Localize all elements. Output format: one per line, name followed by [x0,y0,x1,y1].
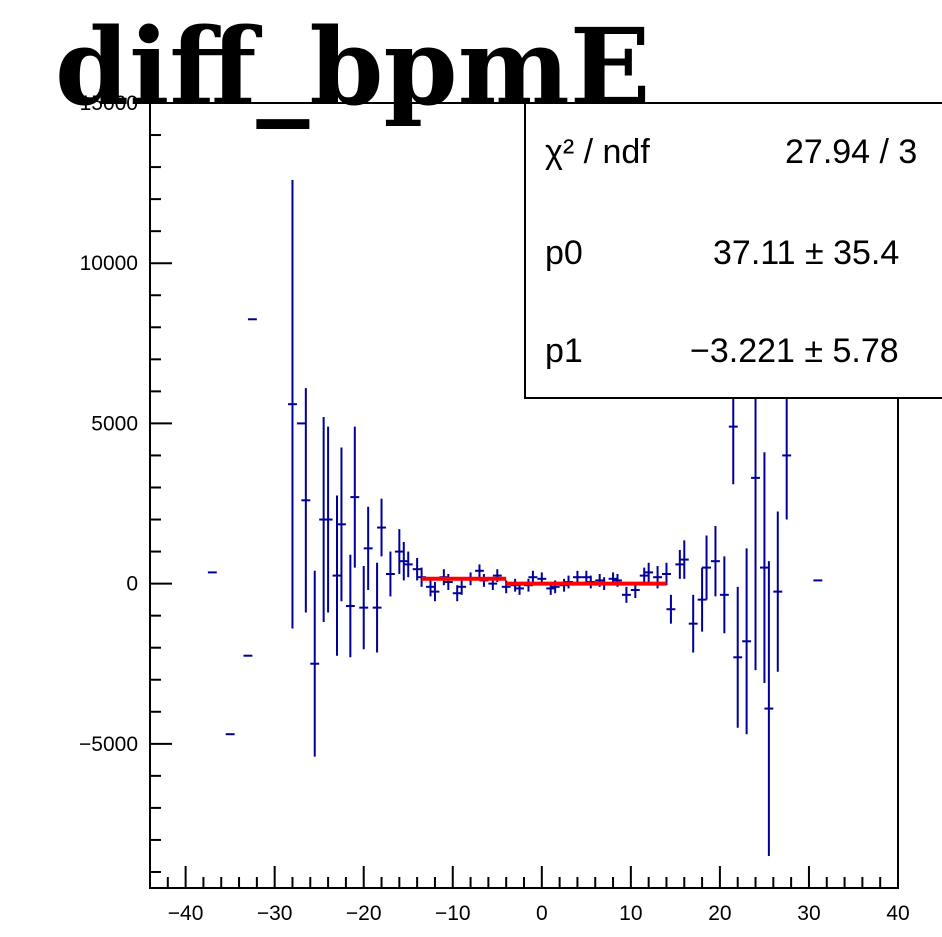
x-tick-label: 10 [619,902,642,925]
data-point [457,578,467,595]
data-point [475,564,484,578]
data-point [363,506,373,591]
stats-value-p1: −3.221 ± 5.78 [690,332,899,370]
data-point [679,540,689,579]
stats-label-p0: p0 [545,234,583,272]
x-tick-label: −30 [257,902,293,925]
stats-box-frame [524,102,942,399]
x-tick-label: 0 [536,902,548,925]
data-point [310,570,320,757]
data-point [301,388,311,613]
data-point [711,525,720,597]
data-point [639,567,649,584]
data-point [733,586,743,728]
x-tick-label: 20 [708,902,731,925]
data-point [572,570,582,584]
data-point [697,567,707,632]
data-point [332,495,342,656]
data-point [773,511,783,672]
data-point [742,548,752,735]
data-point [345,554,355,658]
x-tick-label: −20 [346,902,382,925]
data-point [719,556,729,634]
x-tick-label: −40 [168,902,204,925]
data-point [385,551,395,597]
stats-label-chi2: χ² / ndf [545,133,650,171]
data-point [443,574,453,591]
data-point [323,426,333,613]
x-tick-label: −10 [435,902,471,925]
data-point [350,426,360,568]
x-tick-label: 30 [797,902,820,925]
data-point [621,586,631,603]
y-tick-label: 5000 [91,412,138,435]
data-point [288,179,297,629]
data-point [666,594,676,624]
y-tick-label: 15000 [80,92,138,115]
data-point [782,391,792,520]
data-point [372,562,382,653]
data-point [688,594,698,653]
data-point [452,585,462,602]
data-point [764,561,774,856]
data-point [399,541,409,581]
data-point [377,498,386,557]
stats-value-chi2: 27.94 / 3 [785,133,917,171]
data-point [394,529,404,574]
data-point [528,570,538,584]
data-point [702,535,711,600]
data-point [430,582,440,602]
y-tick-label: −5000 [79,733,138,756]
y-tick-label: 10000 [80,252,138,275]
y-tick-label: 0 [126,573,138,596]
data-point [337,447,346,602]
data-point [675,549,685,579]
x-tick-label: 40 [886,902,909,925]
stats-value-p0: 37.11 ± 35.4 [713,234,899,272]
stats-box: χ² / ndf 27.94 / 3 p0 37.11 ± 35.4 p1 −3… [524,102,942,399]
data-point [662,562,671,586]
data-point [644,562,654,583]
data-point [359,565,369,650]
data-point [403,551,413,578]
data-point [759,452,769,683]
stats-label-p1: p1 [545,332,583,370]
